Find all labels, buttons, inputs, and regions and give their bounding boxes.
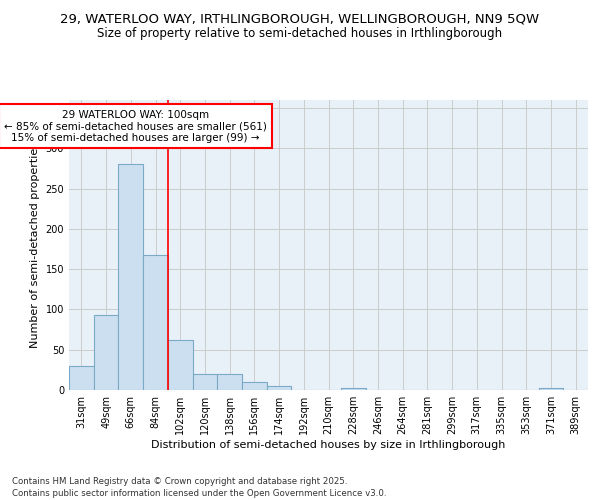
- Text: Size of property relative to semi-detached houses in Irthlingborough: Size of property relative to semi-detach…: [97, 28, 503, 40]
- Bar: [118, 164, 143, 390]
- Bar: [539, 388, 563, 390]
- Text: 29 WATERLOO WAY: 100sqm
← 85% of semi-detached houses are smaller (561)
15% of s: 29 WATERLOO WAY: 100sqm ← 85% of semi-de…: [4, 110, 267, 143]
- Bar: [69, 366, 94, 390]
- Bar: [168, 340, 193, 390]
- X-axis label: Distribution of semi-detached houses by size in Irthlingborough: Distribution of semi-detached houses by …: [151, 440, 506, 450]
- Bar: [143, 254, 168, 390]
- Bar: [341, 388, 365, 390]
- Bar: [217, 374, 242, 390]
- Bar: [267, 386, 292, 390]
- Bar: [193, 374, 217, 390]
- Text: 29, WATERLOO WAY, IRTHLINGBOROUGH, WELLINGBOROUGH, NN9 5QW: 29, WATERLOO WAY, IRTHLINGBOROUGH, WELLI…: [61, 12, 539, 26]
- Text: Contains HM Land Registry data © Crown copyright and database right 2025.
Contai: Contains HM Land Registry data © Crown c…: [12, 476, 386, 498]
- Bar: [242, 382, 267, 390]
- Y-axis label: Number of semi-detached properties: Number of semi-detached properties: [30, 142, 40, 348]
- Bar: [94, 315, 118, 390]
